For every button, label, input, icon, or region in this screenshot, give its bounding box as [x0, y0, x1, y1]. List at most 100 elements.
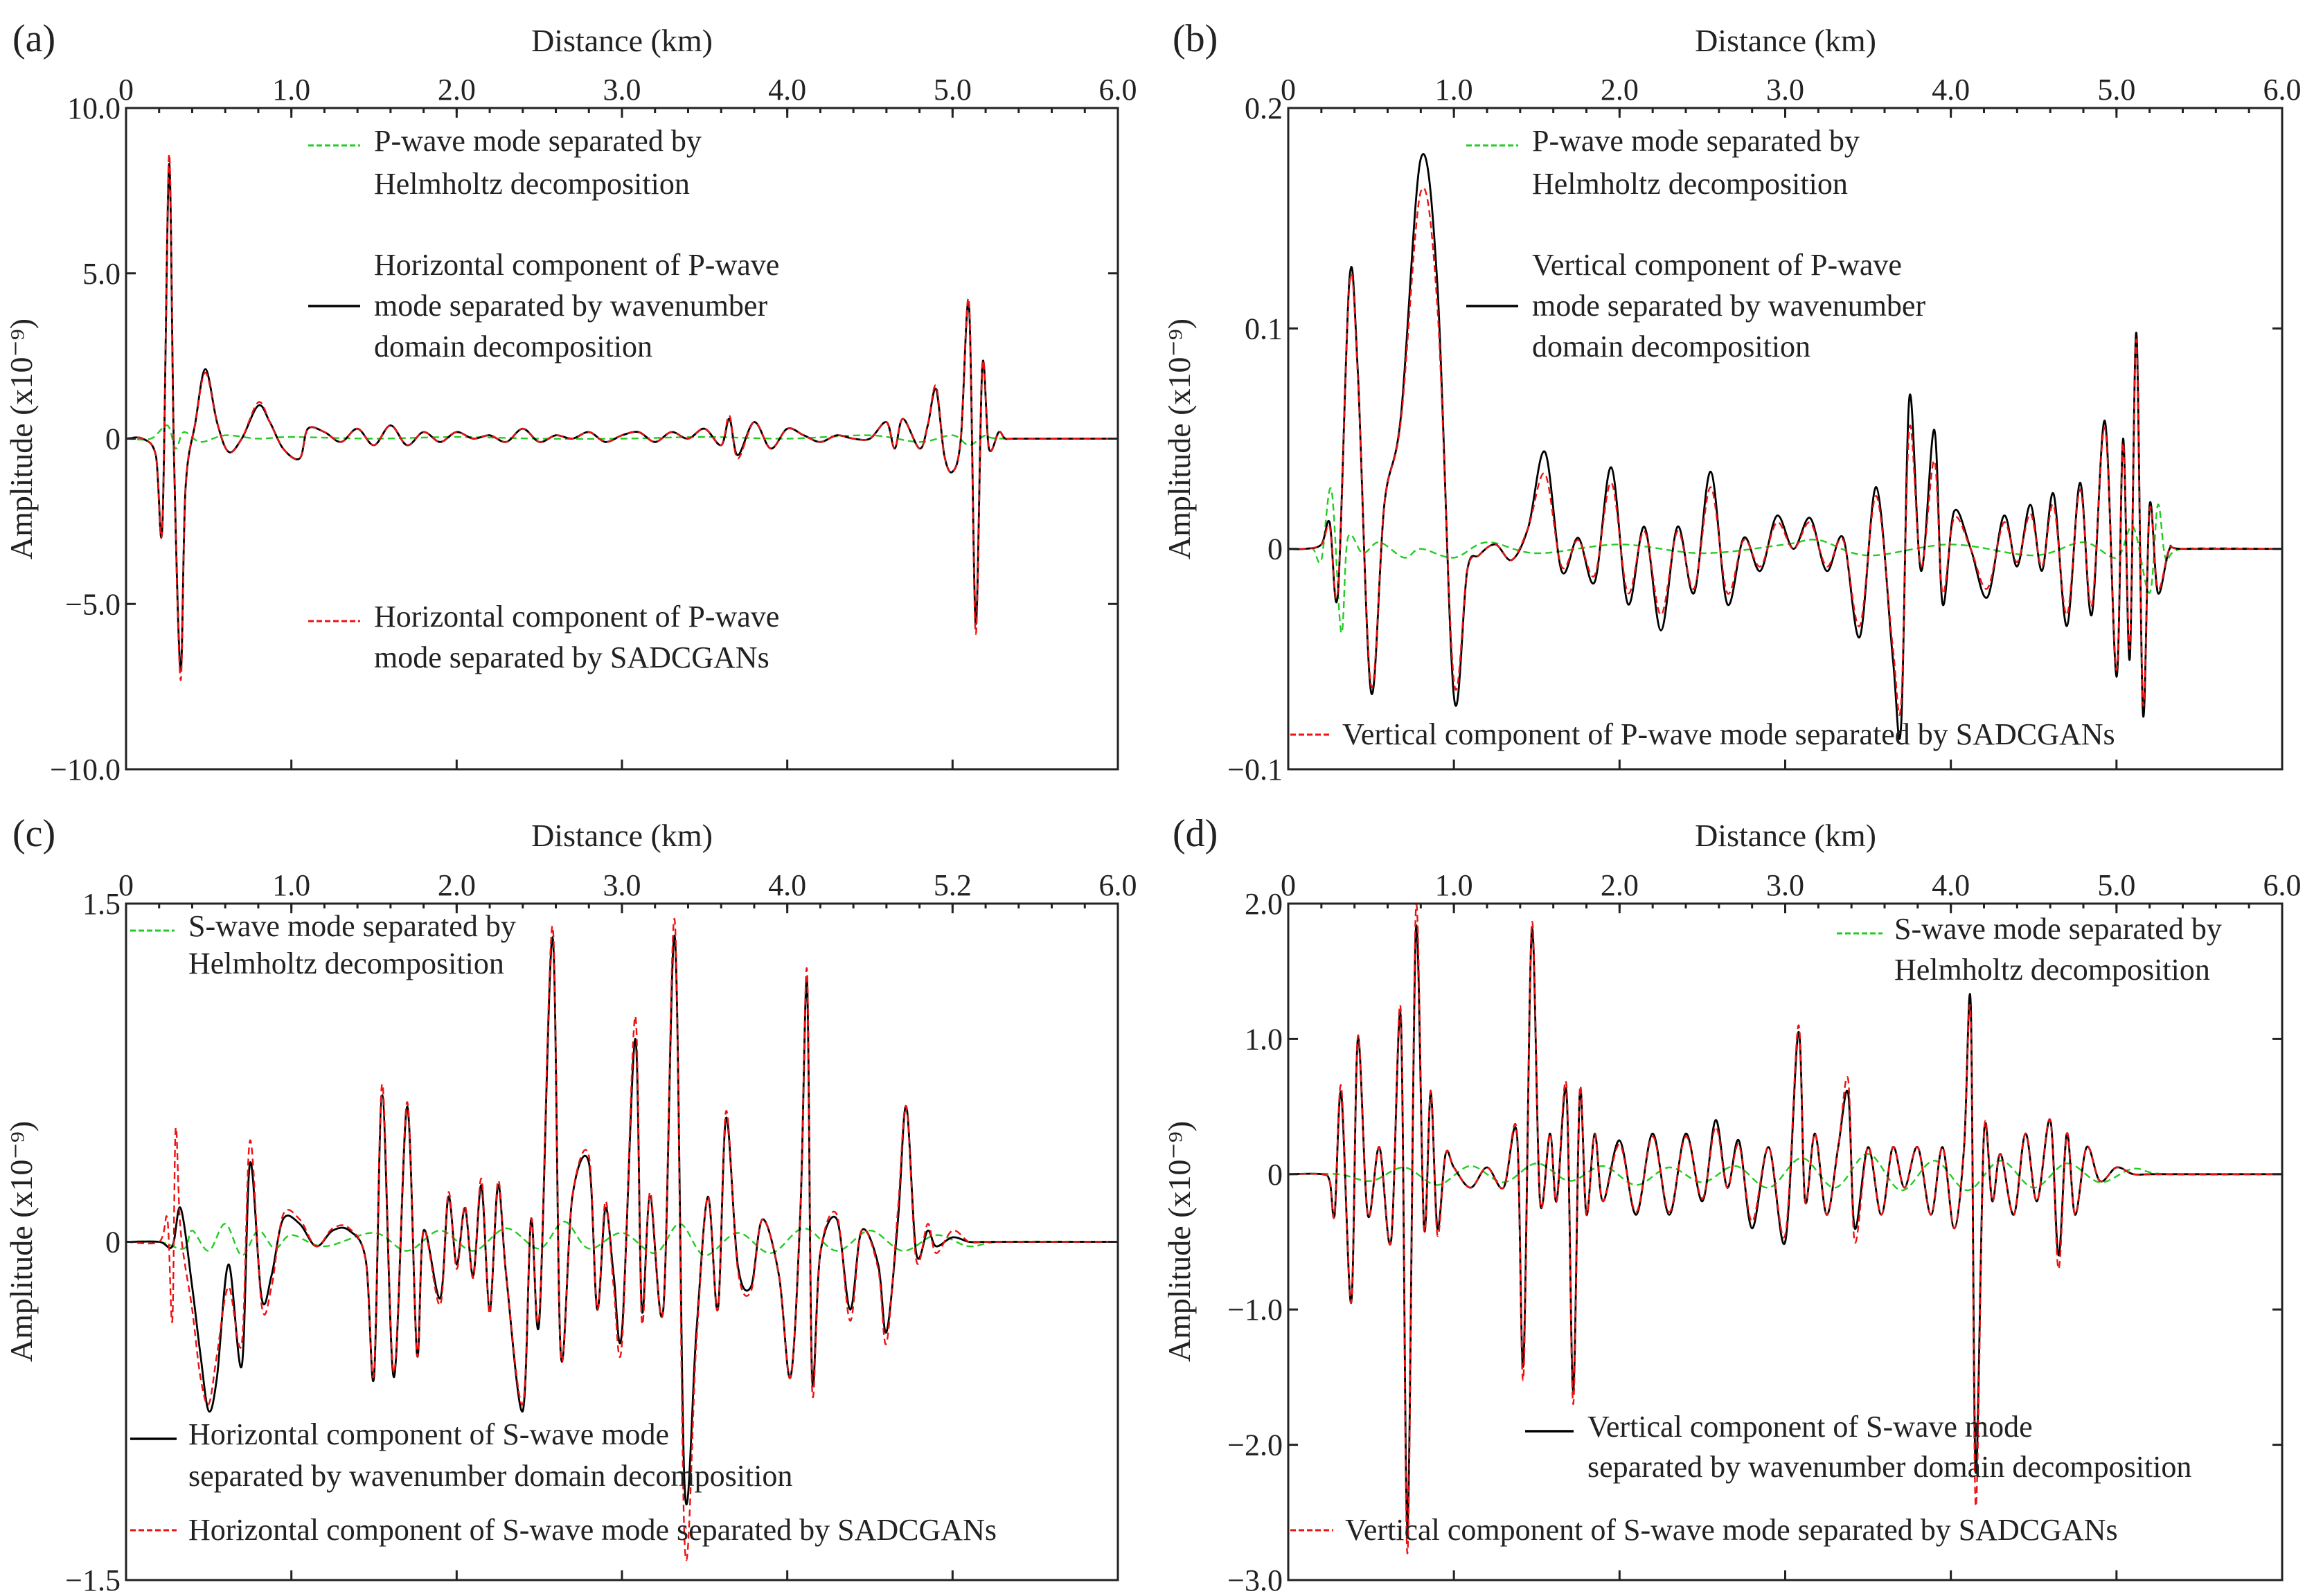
y-tick-label: 1.0 [1245, 1022, 1283, 1056]
series-group [126, 153, 1118, 681]
y-tick-label: −1.0 [1227, 1293, 1283, 1327]
legend-label: Horizontal component of P-wave [374, 600, 779, 634]
y-tick-label: −1.5 [65, 1563, 121, 1596]
series-line-red-dashed [126, 917, 1118, 1561]
x-tick-label: 5.0 [934, 73, 972, 107]
legend-entry: Vertical component of S-wave mode separat… [1525, 1410, 2191, 1484]
panel-a: (a) Distance (km) Amplitude (x10⁻⁹) 0 1.0 2.0… [3, 17, 1137, 787]
y-tick-label: 0.1 [1245, 312, 1283, 346]
series-group [1288, 904, 2282, 1554]
y-tick-label: 0 [1267, 532, 1283, 566]
series-line-green-dashed [1288, 487, 2282, 634]
legend-entry: P-wave mode separated by Helmholtz decomp… [1466, 124, 1860, 201]
x-tick-label: 1.0 [272, 73, 310, 107]
x-axis-title: Distance (km) [1695, 23, 1876, 58]
legend-entry: S-wave mode separated by Helmholtz decomp… [1837, 912, 2222, 987]
x-tick-label: 4.0 [768, 73, 806, 107]
y-tick-label: −5.0 [65, 587, 121, 621]
x-axis-title: Distance (km) [531, 818, 713, 853]
x-tick-label: 3.0 [1766, 73, 1804, 107]
y-tick-label: 10.0 [67, 91, 121, 125]
series-line-red-dashed [1288, 904, 2282, 1554]
legend-label: Horizontal component of P-wave [374, 248, 779, 282]
series-line-black-solid [126, 163, 1118, 672]
x-tick-label: 4.0 [768, 868, 806, 902]
y-tick-label: 0 [105, 1226, 121, 1259]
x-axis-title: Distance (km) [1695, 818, 1876, 853]
x-tick-label: 6.0 [2263, 868, 2302, 902]
legend-entry: Horizontal component of S-wave mode separ… [130, 1417, 792, 1493]
x-tick-label: 6.0 [2263, 73, 2302, 107]
y-axis-title: Amplitude (x10⁻⁹) [1162, 319, 1197, 559]
panel-d: (d) Distance (km) Amplitude (x10⁻⁹) 0 1.0 2.0… [1162, 812, 2302, 1596]
x-tick-label: 4.0 [1932, 73, 1970, 107]
legend-entry: S-wave mode separated by Helmholtz decomp… [130, 909, 516, 980]
x-tick-label: 2.0 [1601, 868, 1639, 902]
y-tick-label: 0.2 [1245, 91, 1283, 125]
panel-label: (d) [1173, 812, 1218, 855]
legend-label: Horizontal component of S-wave mode sepa… [188, 1513, 997, 1547]
y-tick-label: 0 [1267, 1158, 1283, 1192]
x-tick-label: 5.0 [2097, 73, 2135, 107]
legend-label: mode separated by wavenumber [1532, 289, 1925, 323]
x-axis-title: Distance (km) [531, 23, 713, 58]
y-tick-label: −10.0 [50, 753, 121, 787]
x-tick-label: 0 [1281, 868, 1296, 902]
legend-label: S-wave mode separated by [188, 909, 516, 943]
x-tick-label: 3.0 [1766, 868, 1804, 902]
legend-entry: Horizontal component of P-wave mode separ… [308, 248, 779, 364]
x-tick-label: 2.0 [1601, 73, 1639, 107]
legend-label: mode separated by wavenumber [374, 289, 767, 323]
series-group [1288, 153, 2282, 740]
panel-label: (c) [12, 812, 55, 855]
legend-label: P-wave mode separated by [374, 124, 702, 158]
legend-label: Vertical component of P-wave mode separa… [1342, 717, 2115, 751]
x-tick-label: 5.0 [2097, 868, 2135, 902]
y-tick-label: 1.5 [82, 887, 121, 921]
legend-label: Vertical component of S-wave mode [1587, 1410, 2033, 1444]
legend-entry: Vertical component of P-wave mode separa… [1290, 717, 2115, 751]
y-axis-title: Amplitude (x10⁻⁹) [1162, 1121, 1197, 1362]
x-tick-label: 3.0 [603, 73, 641, 107]
series-group [126, 917, 1118, 1561]
series-line-green-dashed [126, 1221, 1118, 1257]
y-tick-label: −2.0 [1227, 1428, 1283, 1462]
series-line-red-dashed [1288, 187, 2282, 716]
legend-entry: Horizontal component of S-wave mode sepa… [130, 1513, 997, 1547]
y-tick-label: 0 [105, 422, 121, 456]
x-tick-label: 6.0 [1099, 73, 1137, 107]
y-axis-title: Amplitude (x10⁻⁹) [3, 1121, 39, 1362]
legend-label: Helmholtz decomposition [188, 947, 504, 980]
x-tick-label: 0 [118, 868, 134, 902]
legend-label: Helmholtz decomposition [1894, 953, 2210, 987]
legend-entry: Horizontal component of P-wave mode separ… [308, 600, 779, 674]
legend-label: Horizontal component of S-wave mode [188, 1417, 669, 1451]
series-line-black-solid [1288, 153, 2282, 740]
x-tick-label: 5.2 [934, 868, 972, 902]
legend-label: Helmholtz decomposition [1532, 167, 1848, 201]
x-tick-label: 4.0 [1932, 868, 1970, 902]
series-line-red-dashed [126, 153, 1118, 681]
y-axis-title: Amplitude (x10⁻⁹) [3, 319, 39, 559]
y-tick-label: 5.0 [82, 257, 121, 291]
x-tick-label: 0 [118, 73, 134, 107]
y-tick-label: 2.0 [1245, 887, 1283, 921]
x-tick-label: 1.0 [272, 868, 310, 902]
panel-label: (a) [12, 17, 55, 60]
legend-entry: Vertical component of P-wave mode separat… [1466, 248, 1925, 364]
x-tick-label: 3.0 [603, 868, 641, 902]
panel-label: (b) [1173, 17, 1218, 60]
legend-label: separated by wavenumber domain decomposi… [1587, 1450, 2191, 1484]
legend-label: S-wave mode separated by [1894, 912, 2222, 946]
x-tick-label: 2.0 [438, 868, 476, 902]
x-tick-label: 6.0 [1099, 868, 1137, 902]
legend-label: P-wave mode separated by [1532, 124, 1860, 158]
legend-label: mode separated by SADCGANs [374, 640, 769, 674]
series-line-green-dashed [126, 424, 1118, 450]
y-tick-label: −3.0 [1227, 1563, 1283, 1596]
legend-label: separated by wavenumber domain decomposi… [188, 1459, 792, 1493]
legend-label: Vertical component of S-wave mode separa… [1345, 1513, 2118, 1547]
x-tick-label: 2.0 [438, 73, 476, 107]
x-tick-label: 1.0 [1435, 868, 1473, 902]
